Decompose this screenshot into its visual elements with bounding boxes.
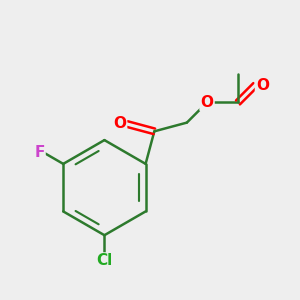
Text: Cl: Cl — [96, 254, 112, 268]
Text: O: O — [256, 78, 269, 93]
Text: F: F — [34, 145, 45, 160]
Text: O: O — [200, 95, 214, 110]
Text: O: O — [113, 116, 126, 131]
